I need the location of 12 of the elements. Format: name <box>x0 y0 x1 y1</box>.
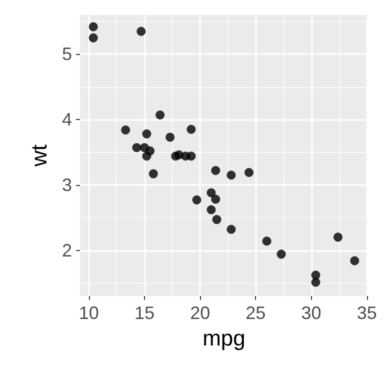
y-tick-label: 5 <box>62 44 72 64</box>
x-tick-label: 20 <box>190 303 210 323</box>
x-tick-label: 30 <box>301 303 322 323</box>
x-tick-label: 25 <box>246 303 266 323</box>
y-tick-label: 3 <box>62 174 72 195</box>
y-tick-label: 2 <box>62 240 72 260</box>
x-axis-title: mpg <box>202 325 246 350</box>
y-tick-label: 4 <box>62 110 72 130</box>
x-tick-label: 35 <box>356 303 377 323</box>
y-axis-title: wt <box>26 144 52 168</box>
x-tick-label: 10 <box>78 303 99 323</box>
x-tick-label: 15 <box>134 303 155 323</box>
